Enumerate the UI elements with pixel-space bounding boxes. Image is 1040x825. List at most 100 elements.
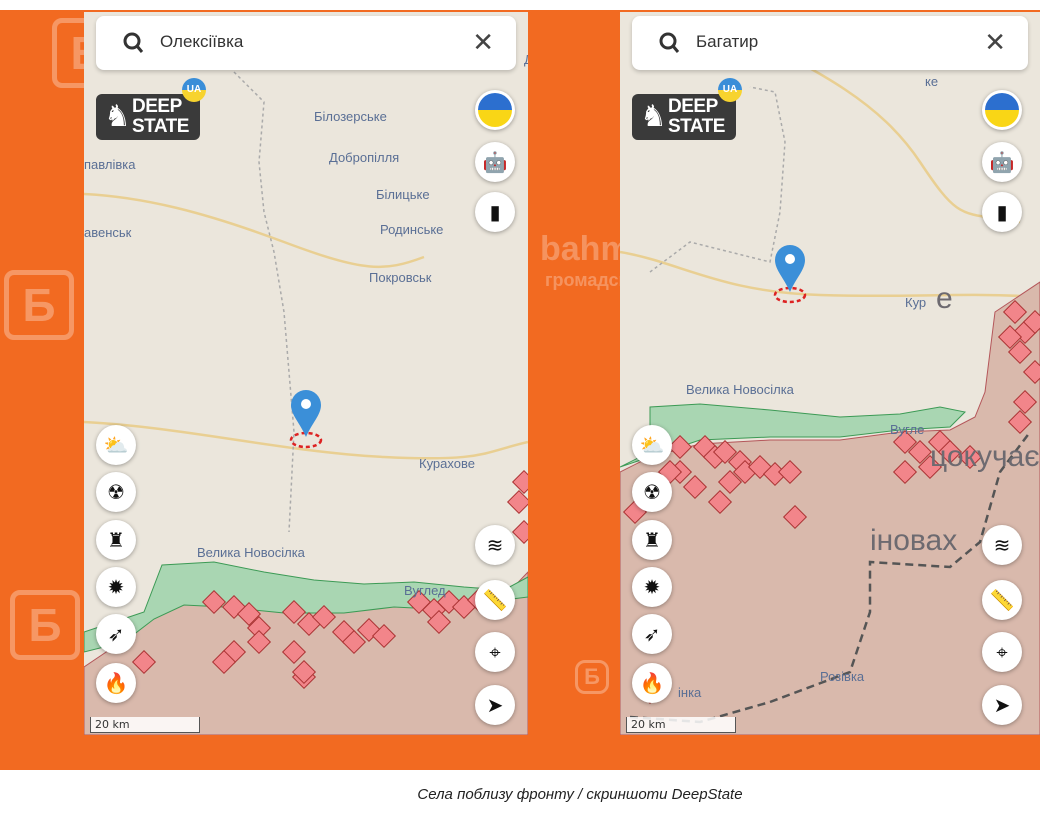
search-input[interactable]: Багатир <box>696 32 759 51</box>
ukraine-flag-button[interactable] <box>475 90 515 130</box>
attack-marker[interactable] <box>311 604 337 630</box>
attack-marker[interactable] <box>1012 389 1038 415</box>
fire-layer-button[interactable]: 🔥 <box>632 663 672 703</box>
attack-marker[interactable] <box>201 589 227 615</box>
attack-marker[interactable] <box>667 434 693 460</box>
navigation-icon: ➤ <box>486 693 504 717</box>
attack-marker[interactable] <box>682 474 708 500</box>
layers-button[interactable]: ≋ <box>475 525 515 565</box>
radiation-layer-button[interactable]: ☢ <box>96 472 136 512</box>
attack-marker[interactable] <box>707 489 733 515</box>
robot-icon: 🤖 <box>482 150 508 174</box>
logo-line: STATE <box>668 116 725 137</box>
frontline-border <box>629 431 1031 724</box>
road <box>620 250 1040 299</box>
explosion-layer-button[interactable]: ✹ <box>96 567 136 607</box>
missile-layer-button[interactable]: ➶ <box>632 614 672 654</box>
place-label: Білозерське <box>314 109 387 124</box>
search-icon[interactable] <box>122 31 144 59</box>
fortress-layer-button[interactable]: ♜ <box>96 520 136 560</box>
search-bar[interactable]: Олексіївка ✕ <box>96 16 516 70</box>
attack-marker[interactable] <box>281 639 307 665</box>
attack-marker[interactable] <box>426 609 452 635</box>
place-label: Велика Новосілка <box>686 382 794 397</box>
search-icon[interactable] <box>658 31 680 59</box>
stats-button[interactable]: ▮ <box>475 192 515 232</box>
watermark-text: громадськ <box>545 270 639 290</box>
attack-marker[interactable] <box>1007 339 1033 365</box>
search-bar[interactable]: Багатир ✕ <box>632 16 1028 70</box>
place-label: Курахове <box>419 456 475 471</box>
attack-marker[interactable] <box>777 459 803 485</box>
weather-layer-button[interactable]: ⛅ <box>96 425 136 465</box>
attack-marker[interactable] <box>907 439 933 465</box>
fortress-icon: ♜ <box>643 528 661 552</box>
ua-badge: UA <box>182 78 206 102</box>
map-scale: 20 km <box>90 717 200 733</box>
attack-marker[interactable] <box>782 504 808 530</box>
attack-marker[interactable] <box>341 629 367 655</box>
attack-marker[interactable] <box>1022 359 1040 385</box>
watermark-logo: Б <box>575 660 609 694</box>
ukraine-flag-button[interactable] <box>982 90 1022 130</box>
attack-marker[interactable] <box>246 615 272 641</box>
attack-marker[interactable] <box>281 599 307 625</box>
layers-button[interactable]: ≋ <box>982 525 1022 565</box>
crosshair-button[interactable]: ⌖ <box>475 632 515 672</box>
attack-marker[interactable] <box>957 444 983 470</box>
ukraine-flag-icon <box>478 93 512 127</box>
attack-marker[interactable] <box>892 429 918 455</box>
fire-icon: 🔥 <box>639 671 665 695</box>
missile-icon: ➶ <box>643 622 661 646</box>
attack-marker[interactable] <box>131 649 157 675</box>
fire-layer-button[interactable]: 🔥 <box>96 663 136 703</box>
weather-layer-button[interactable]: ⛅ <box>632 425 672 465</box>
ruler-button[interactable]: 📏 <box>982 580 1022 620</box>
attack-marker[interactable] <box>1007 409 1033 435</box>
missile-layer-button[interactable]: ➶ <box>96 614 136 654</box>
crosshair-button[interactable]: ⌖ <box>982 632 1022 672</box>
attack-marker[interactable] <box>211 649 237 675</box>
attack-marker[interactable] <box>997 324 1023 350</box>
liberated-territory[interactable] <box>620 403 967 468</box>
clear-search-button[interactable]: ✕ <box>472 28 494 58</box>
attack-marker[interactable] <box>1002 299 1028 325</box>
attack-marker[interactable] <box>511 469 528 495</box>
place-label: інка <box>678 685 702 700</box>
attack-marker[interactable] <box>511 519 528 545</box>
attack-marker[interactable] <box>236 601 262 627</box>
map-panel-left[interactable]: Білозерське Добропілля Білицьке Родинське По… <box>84 12 528 735</box>
attack-marker[interactable] <box>1022 309 1040 335</box>
robot-button[interactable]: 🤖 <box>475 142 515 182</box>
attack-marker[interactable] <box>937 439 963 465</box>
attack-marker[interactable] <box>291 659 317 685</box>
admin-border <box>649 86 786 273</box>
place-label: е <box>936 282 953 315</box>
place-label: Д <box>524 52 528 67</box>
search-input[interactable]: Олексіївка <box>160 32 244 51</box>
attack-marker[interactable] <box>712 439 738 465</box>
attack-marker[interactable] <box>717 469 743 495</box>
robot-button[interactable]: 🤖 <box>982 142 1022 182</box>
explosion-layer-button[interactable]: ✹ <box>632 567 672 607</box>
location-pin-icon[interactable] <box>775 245 805 292</box>
location-pin-icon[interactable] <box>291 390 321 437</box>
attack-marker[interactable] <box>892 459 918 485</box>
radiation-layer-button[interactable]: ☢ <box>632 472 672 512</box>
attack-marker[interactable] <box>246 629 272 655</box>
fortress-layer-button[interactable]: ♜ <box>632 520 672 560</box>
village-outline <box>289 431 323 449</box>
pin-dot <box>785 254 795 264</box>
navigation-button[interactable]: ➤ <box>475 685 515 725</box>
road <box>84 192 425 269</box>
clear-search-button[interactable]: ✕ <box>984 28 1006 58</box>
stats-button[interactable]: ▮ <box>982 192 1022 232</box>
ruler-icon: 📏 <box>482 588 508 612</box>
attack-marker[interactable] <box>762 461 788 487</box>
ruler-button[interactable]: 📏 <box>475 580 515 620</box>
attack-marker[interactable] <box>917 454 943 480</box>
attack-marker[interactable] <box>506 489 528 515</box>
navigation-button[interactable]: ➤ <box>982 685 1022 725</box>
map-panel-right[interactable]: Велика Новосілка Вугле Кур Розівка інка ке е цо… <box>620 12 1040 735</box>
attack-marker[interactable] <box>371 623 397 649</box>
